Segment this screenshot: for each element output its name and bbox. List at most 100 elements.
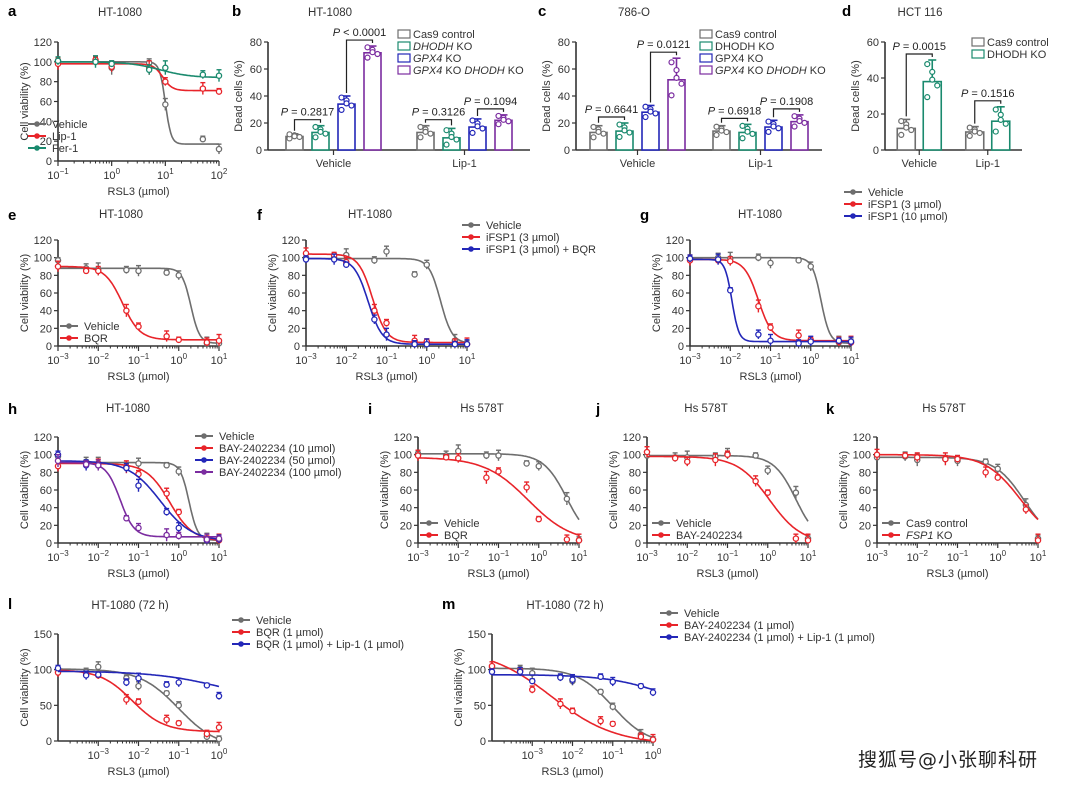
replicate-point [364,44,371,51]
p-value: P = 0.3126 [412,107,466,119]
x-tick-label: 10−3 [407,549,429,564]
y-tick-label: 80 [400,467,412,479]
data-point [215,72,223,79]
data-point [175,702,182,709]
x-tick-label: 10−2 [677,549,699,564]
data-point [752,477,759,485]
x-tick-label: 10−1 [128,352,150,367]
data-point [767,324,774,331]
legend-label: Vehicle [684,608,719,620]
x-tick-label: 101 [843,352,860,367]
x-tick-label: Lip-1 [748,158,772,170]
data-point [535,462,543,470]
y-axis-label: Cell viability (%) [651,254,663,332]
replicate-point [924,61,931,68]
replicate-point [600,130,607,137]
legend-swatch [699,53,713,63]
y-tick-label: 40 [867,73,879,85]
x-tick-label: 10−1 [717,549,739,564]
chart-title: HT-1080 [738,209,782,221]
replicate-point [971,128,978,135]
legend-marker [888,520,894,526]
data-point [671,454,679,462]
data-point [371,257,378,264]
chart-title: Hs 578T [922,403,965,415]
data-point [383,331,390,338]
x-tick-label: 100 [759,549,776,564]
y-tick-label: 80 [40,77,52,89]
x-tick-label: 10−3 [522,747,544,762]
x-tick-label: 10−2 [562,747,584,762]
data-point [215,337,223,344]
x-tick-label: 10−3 [88,747,110,762]
data-point [82,672,90,679]
data-point [203,682,211,689]
data-point [807,338,815,345]
replicate-point [369,49,376,56]
x-tick-label: 101 [571,549,588,564]
data-point [383,319,390,327]
data-point [914,454,921,461]
legend-marker [426,520,432,526]
data-point [982,458,989,465]
legend-swatch [397,41,411,51]
x-tick-label: 101 [211,549,228,564]
y-tick-label: 120 [34,432,52,444]
y-tick-label: 20 [250,118,262,130]
legend-swatch [971,37,985,47]
panel-label: l [8,596,12,613]
y-tick-label: 80 [629,467,641,479]
replicate-point [791,113,798,120]
chart-title: Hs 578T [684,403,727,415]
legend-marker [34,121,40,127]
y-tick-label: 60 [40,97,52,109]
fit-curve-vehicle [418,453,580,521]
chart-title: HCT 116 [898,7,943,19]
chart-title: HT-1080 [348,209,392,221]
legend-label: Vehicle [676,518,711,530]
replicate-point [647,108,654,115]
legend-marker [850,213,856,219]
panel-label: g [640,207,649,224]
data-point [792,535,800,542]
x-tick-label: 101 [157,167,174,182]
y-tick-label: 0 [46,736,52,748]
bar [922,80,943,151]
replicate-point [479,125,486,132]
data-point [792,489,800,496]
data-point [637,733,645,740]
x-tick-label: 10−1 [488,549,510,564]
legend-label: BAY-2402234 (50 µmol) [219,455,335,467]
data-point [175,272,182,279]
legend-swatch [397,29,411,39]
data-point [175,508,182,516]
data-point [795,257,802,264]
y-tick-label: 50 [40,700,52,712]
legend-label: Vehicle [219,431,254,443]
legend-marker [658,532,664,538]
data-point [302,249,310,257]
data-point [714,256,722,263]
replicate-point [992,128,999,135]
y-tick-label: 120 [34,235,52,247]
x-tick-label: 101 [211,352,228,367]
p-value: P = 0.0121 [637,39,691,51]
y-tick-label: 120 [853,432,871,444]
replicate-point [422,128,429,135]
data-point [163,508,170,516]
legend-label: FSP1 KO [906,530,953,542]
y-tick-label: 100 [34,253,52,265]
x-tick-label: 10−1 [128,549,150,564]
x-axis-label: RSL3 (µmol) [108,568,170,580]
y-tick-label: 20 [288,323,300,335]
legend-swatch [397,65,411,75]
data-point [95,671,102,678]
replicate-point [929,68,936,75]
data-point [523,484,530,491]
data-point [724,451,731,458]
data-point [162,78,169,85]
legend-label: Vehicle [84,321,119,333]
legend-label: GPX4 KO DHODH KO [715,65,826,77]
y-tick-label: 80 [250,37,262,49]
data-point [649,689,657,696]
